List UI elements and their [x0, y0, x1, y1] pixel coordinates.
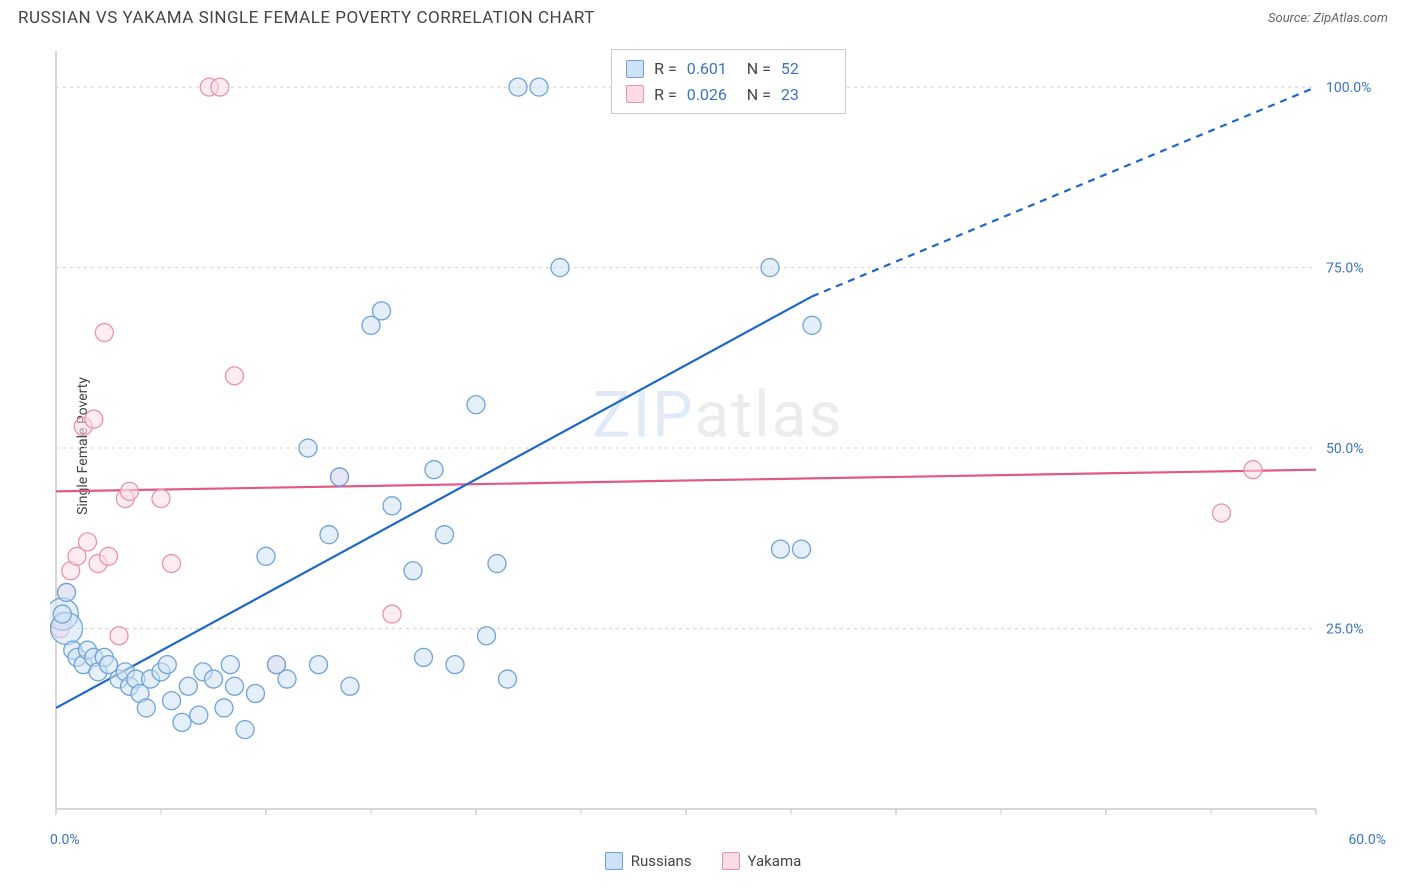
legend-swatch — [722, 852, 740, 870]
scatter-plot-svg: 25.0% 50.0% 75.0% 100.0% — [50, 45, 1386, 815]
r-label: R = — [654, 82, 677, 108]
chart-title: RUSSIAN VS YAKAMA SINGLE FEMALE POVERTY … — [18, 8, 595, 28]
r-value: 0.026 — [687, 82, 737, 108]
correlation-legend-row: R = 0.026 N = 23 — [626, 82, 831, 108]
n-value: 52 — [781, 56, 831, 82]
x-axis-min-label: 0.0% — [50, 832, 80, 848]
r-label: R = — [654, 56, 677, 82]
r-value: 0.601 — [687, 56, 737, 82]
legend-swatch — [626, 60, 644, 78]
series-legend-item: Russians — [605, 852, 692, 870]
legend-label: Yakama — [748, 852, 802, 870]
x-axis-max-label: 60.0% — [1348, 832, 1386, 848]
n-label: N = — [747, 56, 771, 82]
svg-text:50.0%: 50.0% — [1326, 441, 1364, 457]
svg-text:100.0%: 100.0% — [1326, 80, 1371, 96]
series-legend: Russians Yakama — [0, 852, 1406, 870]
legend-swatch — [626, 85, 644, 103]
correlation-legend: R = 0.601 N = 52 R = 0.026 N = 23 — [611, 49, 846, 114]
x-axis-labels: 0.0% 60.0% — [50, 832, 1386, 850]
source-attribution: Source: ZipAtlas.com — [1268, 11, 1388, 26]
series-legend-item: Yakama — [722, 852, 802, 870]
n-value: 23 — [781, 82, 831, 108]
svg-text:75.0%: 75.0% — [1326, 261, 1364, 277]
correlation-legend-row: R = 0.601 N = 52 — [626, 56, 831, 82]
chart-area: 25.0%50.0%75.0%100.0% ZIPatlas R =0.601N… — [50, 45, 1386, 832]
svg-text:25.0%: 25.0% — [1326, 622, 1364, 638]
title-bar: RUSSIAN VS YAKAMA SINGLE FEMALE POVERTY … — [0, 0, 1406, 28]
legend-swatch — [605, 852, 623, 870]
legend-label: Russians — [631, 852, 692, 870]
n-label: N = — [747, 82, 771, 108]
